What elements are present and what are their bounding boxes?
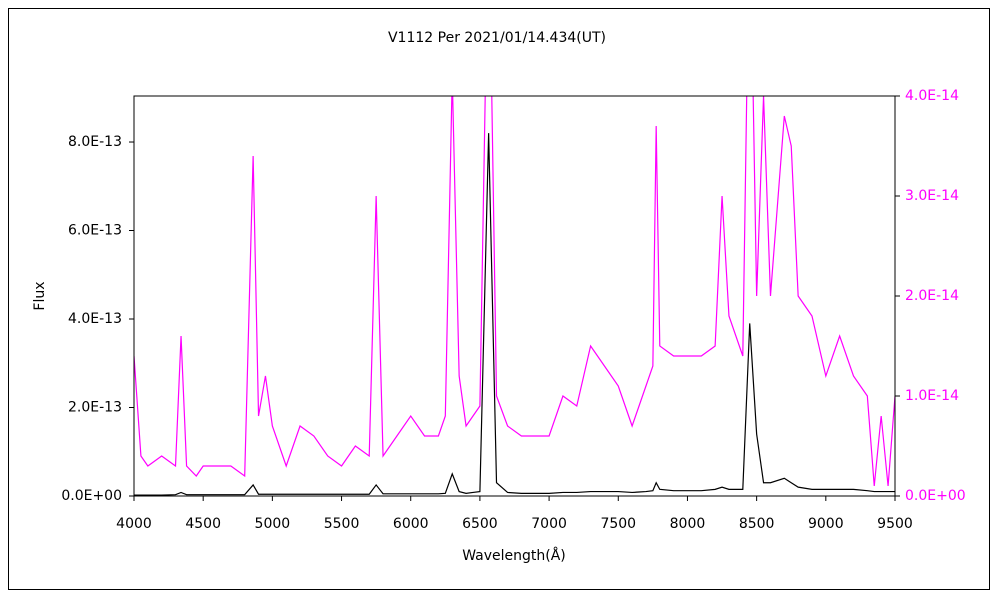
- y2-tick-label: 4.0E-14: [905, 88, 959, 104]
- frame: [8, 8, 990, 590]
- plot-area: [134, 96, 895, 496]
- x-tick-label: 8000: [670, 516, 706, 532]
- x-tick-label: 7500: [600, 516, 636, 532]
- x-tick-label: 7000: [531, 516, 567, 532]
- y-tick-label: 6.0E-13: [68, 223, 122, 239]
- y-axis-label: Flux: [32, 281, 48, 310]
- y-tick-label: 8.0E-13: [68, 134, 122, 150]
- x-tick-label: 5000: [255, 516, 291, 532]
- y-tick-label: 4.0E-13: [68, 311, 122, 327]
- x-axis-label: Wavelength(Å): [462, 547, 566, 564]
- y2-tick-label: 3.0E-14: [905, 188, 959, 204]
- x-tick-label: 9500: [877, 516, 913, 532]
- x-tick-label: 4500: [185, 516, 221, 532]
- y-tick-label: 0.0E+00: [61, 488, 122, 504]
- x-tick-label: 4000: [116, 516, 152, 532]
- x-tick-label: 9000: [808, 516, 844, 532]
- y-tick-label: 2.0E-13: [68, 400, 122, 416]
- series-line: [134, 133, 895, 496]
- x-tick-label: 6500: [462, 516, 498, 532]
- chart-title: V1112 Per 2021/01/14.434(UT): [388, 30, 606, 46]
- x-tick-label: 6000: [393, 516, 429, 532]
- y2-tick-label: 1.0E-14: [905, 388, 959, 404]
- y2-tick-label: 2.0E-14: [905, 288, 959, 304]
- x-tick-label: 5500: [324, 516, 360, 532]
- x-tick-label: 8500: [739, 516, 775, 532]
- y2-tick-label: 0.0E+00: [905, 488, 966, 504]
- series-line: [134, 96, 895, 487]
